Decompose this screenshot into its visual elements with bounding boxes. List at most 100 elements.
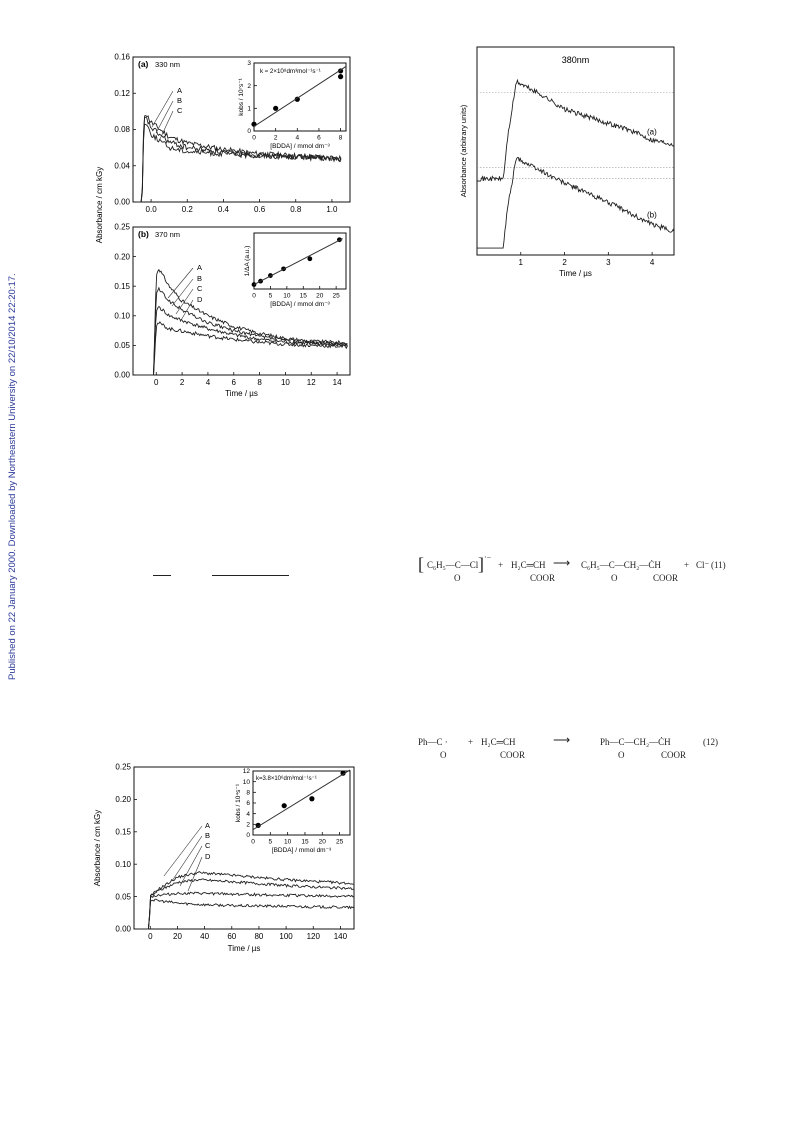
panel-b-series-D [133, 321, 348, 376]
panel-b-curve-label: D [197, 295, 203, 304]
inset-a-point [294, 96, 300, 102]
panel-a-curve-label: B [177, 96, 182, 105]
fig2-series-a [476, 78, 675, 182]
fig2-xtick-label: 1 [519, 258, 524, 267]
panel-b-ytick-label: 0.20 [114, 252, 130, 261]
eq12-reactant1-sub: O [440, 750, 447, 760]
fig3-series-B [134, 878, 355, 930]
fig3-frame [133, 766, 355, 930]
panel-a-curve-label: A [177, 86, 182, 95]
panel-b-ytick-label: 0.25 [114, 223, 130, 232]
eq12-number: (12) [703, 737, 718, 747]
panel-b-xtick-label: 8 [257, 378, 262, 387]
figure-3: 0.00 0.05 0.10 0.15 0.20 0.25 0 20 40 60 80 100 120 1… [90, 760, 362, 960]
inset-a-ylabel: kobs / 10⁷s⁻¹ [238, 77, 245, 115]
inset-a-ytick-label: 0 [247, 128, 251, 135]
fig3-series-A [134, 871, 355, 930]
eq12-product: Ph—C—CH₂—ĊH [600, 737, 671, 747]
panel-a-xtick-label: 1.0 [326, 205, 338, 214]
inset-b-xlabel: [BDDA] / mmol dm⁻³ [270, 301, 330, 308]
eq11-reactant1-sub: O [454, 573, 461, 583]
fig3-ytick-label: 0.25 [115, 763, 131, 772]
fig2-xtick-label: 2 [562, 258, 567, 267]
eq11-reactant2-sub: COOR [530, 573, 556, 583]
eq12-reactant2: H₂C═CH [481, 737, 516, 747]
inset-a-fit-line [253, 65, 347, 127]
panel-b-xtick-label: 0 [154, 378, 159, 387]
panel-b-curve-label: B [197, 274, 202, 283]
figure-1-ylabel: Absorbance / cm kGy [95, 167, 104, 243]
eq11-reactant2: H₂C═CH [511, 560, 546, 570]
panel-a-xtick-label: 0.0 [146, 205, 158, 214]
fraction-line-long [212, 575, 289, 576]
fig3-inset-ytick-label: 12 [243, 768, 251, 775]
panel-a-xtick-label: 0.8 [290, 205, 302, 214]
fig3-inset-ytick-label: 6 [246, 800, 250, 807]
fig3-inset-rate: k=3.8×10⁶dm³mol⁻¹s⁻¹ [256, 775, 317, 782]
fig3-ytick-label: 0.00 [115, 925, 131, 934]
panel-a-wavelength: 330 nm [155, 60, 180, 69]
fig2-title: 380nm [562, 55, 590, 65]
fig3-xtick-label: 40 [200, 932, 209, 941]
figure-1-svg: 0.00 0.04 0.08 0.12 0.16 0.0 0.2 0.4 0.6 0.8 1.0 (a… [95, 53, 351, 398]
inset-b-xtick-label: 5 [269, 293, 273, 300]
panel-b-xtick-label: 6 [232, 378, 237, 387]
eq11-reactant1: C₆H₅—C—Cl [427, 560, 479, 570]
fig3-curve-label: C [205, 841, 211, 850]
fig3-inset-xtick-label: 25 [336, 839, 344, 846]
inset-b-frame [253, 232, 347, 290]
fig3-inset-ytick-label: 0 [246, 832, 250, 839]
inset-b-ylabel: 1/ΔA (a.u.) [244, 246, 251, 277]
panel-a-curve-label: C [177, 106, 183, 115]
panel-a-ytick-label: 0.04 [114, 161, 130, 170]
fig2-curve-label-b: (b) [647, 211, 657, 220]
eq12-arrow: ⟶ [553, 733, 571, 747]
fig3-inset-ylabel: kobs / 10⁴s⁻¹ [235, 783, 242, 822]
fig3-xtick-label: 120 [307, 932, 321, 941]
fig3-curve-label: D [205, 852, 211, 861]
eq11-arrow: ⟶ [553, 556, 571, 570]
inset-a-point [337, 74, 344, 80]
fig3-series-D [134, 898, 355, 930]
bracket-left: [ [418, 554, 424, 574]
sidebar-text: Published on 22 January 2000. Downloaded… [7, 273, 18, 680]
fig3-inset-point [281, 803, 287, 809]
inset-a-ytick-label: 1 [247, 106, 251, 113]
fig3-inset-xlabel: [BDDA] / mmol dm⁻³ [272, 847, 332, 854]
fig2-xtick-label: 3 [606, 258, 611, 267]
panel-b-ytick-label: 0.15 [114, 282, 130, 291]
inset-a-xtick-label: 4 [295, 135, 299, 142]
panel-a-series-A [133, 114, 342, 203]
panel-a-xtick-label: 0.2 [182, 205, 194, 214]
fig3-ytick-label: 0.15 [115, 827, 131, 836]
panel-a-xtick-label: 0.6 [254, 205, 266, 214]
inset-b-xtick-label: 20 [316, 293, 324, 300]
panel-b-callout-line [167, 267, 194, 299]
panel-b-xtick-label: 14 [333, 378, 342, 387]
panel-b-ytick-label: 0.05 [114, 341, 130, 350]
fig3-inset-point [309, 796, 315, 802]
fraction-line-short [153, 575, 171, 576]
inset-a-point [273, 105, 279, 111]
inset-b-xtick-label: 15 [300, 293, 308, 300]
eq11-byproduct: Cl⁻ [696, 560, 710, 570]
fig3-inset-xtick-label: 10 [284, 839, 292, 846]
fig3-inset-xtick-label: 5 [269, 839, 273, 846]
inset-a-rate: k ≈ 2×10⁸dm³mol⁻¹s⁻¹ [260, 68, 321, 75]
inset-a-ytick-label: 3 [247, 60, 251, 67]
figure-1: 0.00 0.04 0.08 0.12 0.16 0.0 0.2 0.4 0.6 0.8 1.0 (a… [90, 45, 360, 410]
panel-b-curve-label: C [197, 284, 203, 293]
inset-a-xtick-label: 8 [339, 135, 343, 142]
fig3-callout-line [187, 856, 203, 892]
fig3-xtick-label: 20 [173, 932, 182, 941]
panel-a-xtick-label: 0.4 [218, 205, 230, 214]
panel-b-callout-line [179, 299, 194, 323]
panel-a-label: (a) [138, 59, 149, 69]
fig2-frame [476, 46, 675, 256]
inset-a-frame [253, 62, 347, 132]
fig3-xlabel: Time / µs [228, 944, 261, 953]
panel-b-callout-line [171, 278, 194, 307]
panel-b-xlabel: Time / µs [225, 389, 258, 398]
fig3-ytick-label: 0.05 [115, 892, 131, 901]
panel-b-curve-label: A [197, 263, 202, 272]
